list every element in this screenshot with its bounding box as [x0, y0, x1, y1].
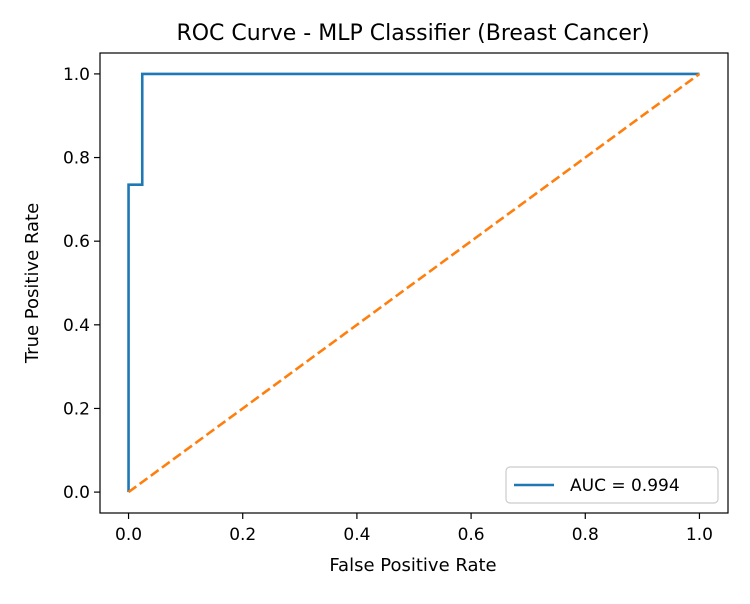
- y-tick-label: 0.6: [63, 232, 90, 252]
- y-tick-label: 0.8: [63, 149, 90, 169]
- x-tick-label: 0.4: [343, 525, 370, 545]
- y-tick-label: 0.4: [63, 316, 90, 336]
- x-tick-label: 1.0: [686, 525, 713, 545]
- legend-label: AUC = 0.994: [570, 476, 680, 496]
- y-tick-label: 0.2: [63, 399, 90, 419]
- x-tick-label: 0.8: [572, 525, 599, 545]
- legend-box: [505, 466, 719, 504]
- y-tick-label: 1.0: [63, 65, 90, 85]
- chart-title: ROC Curve - MLP Classifier (Breast Cance…: [176, 21, 649, 46]
- legend: AUC = 0.994: [505, 466, 719, 504]
- x-tick-label: 0.2: [229, 525, 256, 545]
- x-tick-label: 0.6: [458, 525, 485, 545]
- plot-frame: [99, 52, 729, 514]
- roc-curve-line: [127, 72, 700, 493]
- y-tick-label: 0.0: [63, 483, 90, 503]
- x-axis-label: False Positive Rate: [329, 555, 496, 576]
- plot-area: 0.0 0.2 0.4 0.6 0.8 1.0 0.0 0.2 0.4 0.6 0.8 1.0 AUC …: [63, 52, 729, 545]
- y-axis-label: True Positive Rate: [22, 203, 43, 364]
- x-tick-label: 0.0: [115, 525, 142, 545]
- chance-diagonal-line: [127, 72, 701, 494]
